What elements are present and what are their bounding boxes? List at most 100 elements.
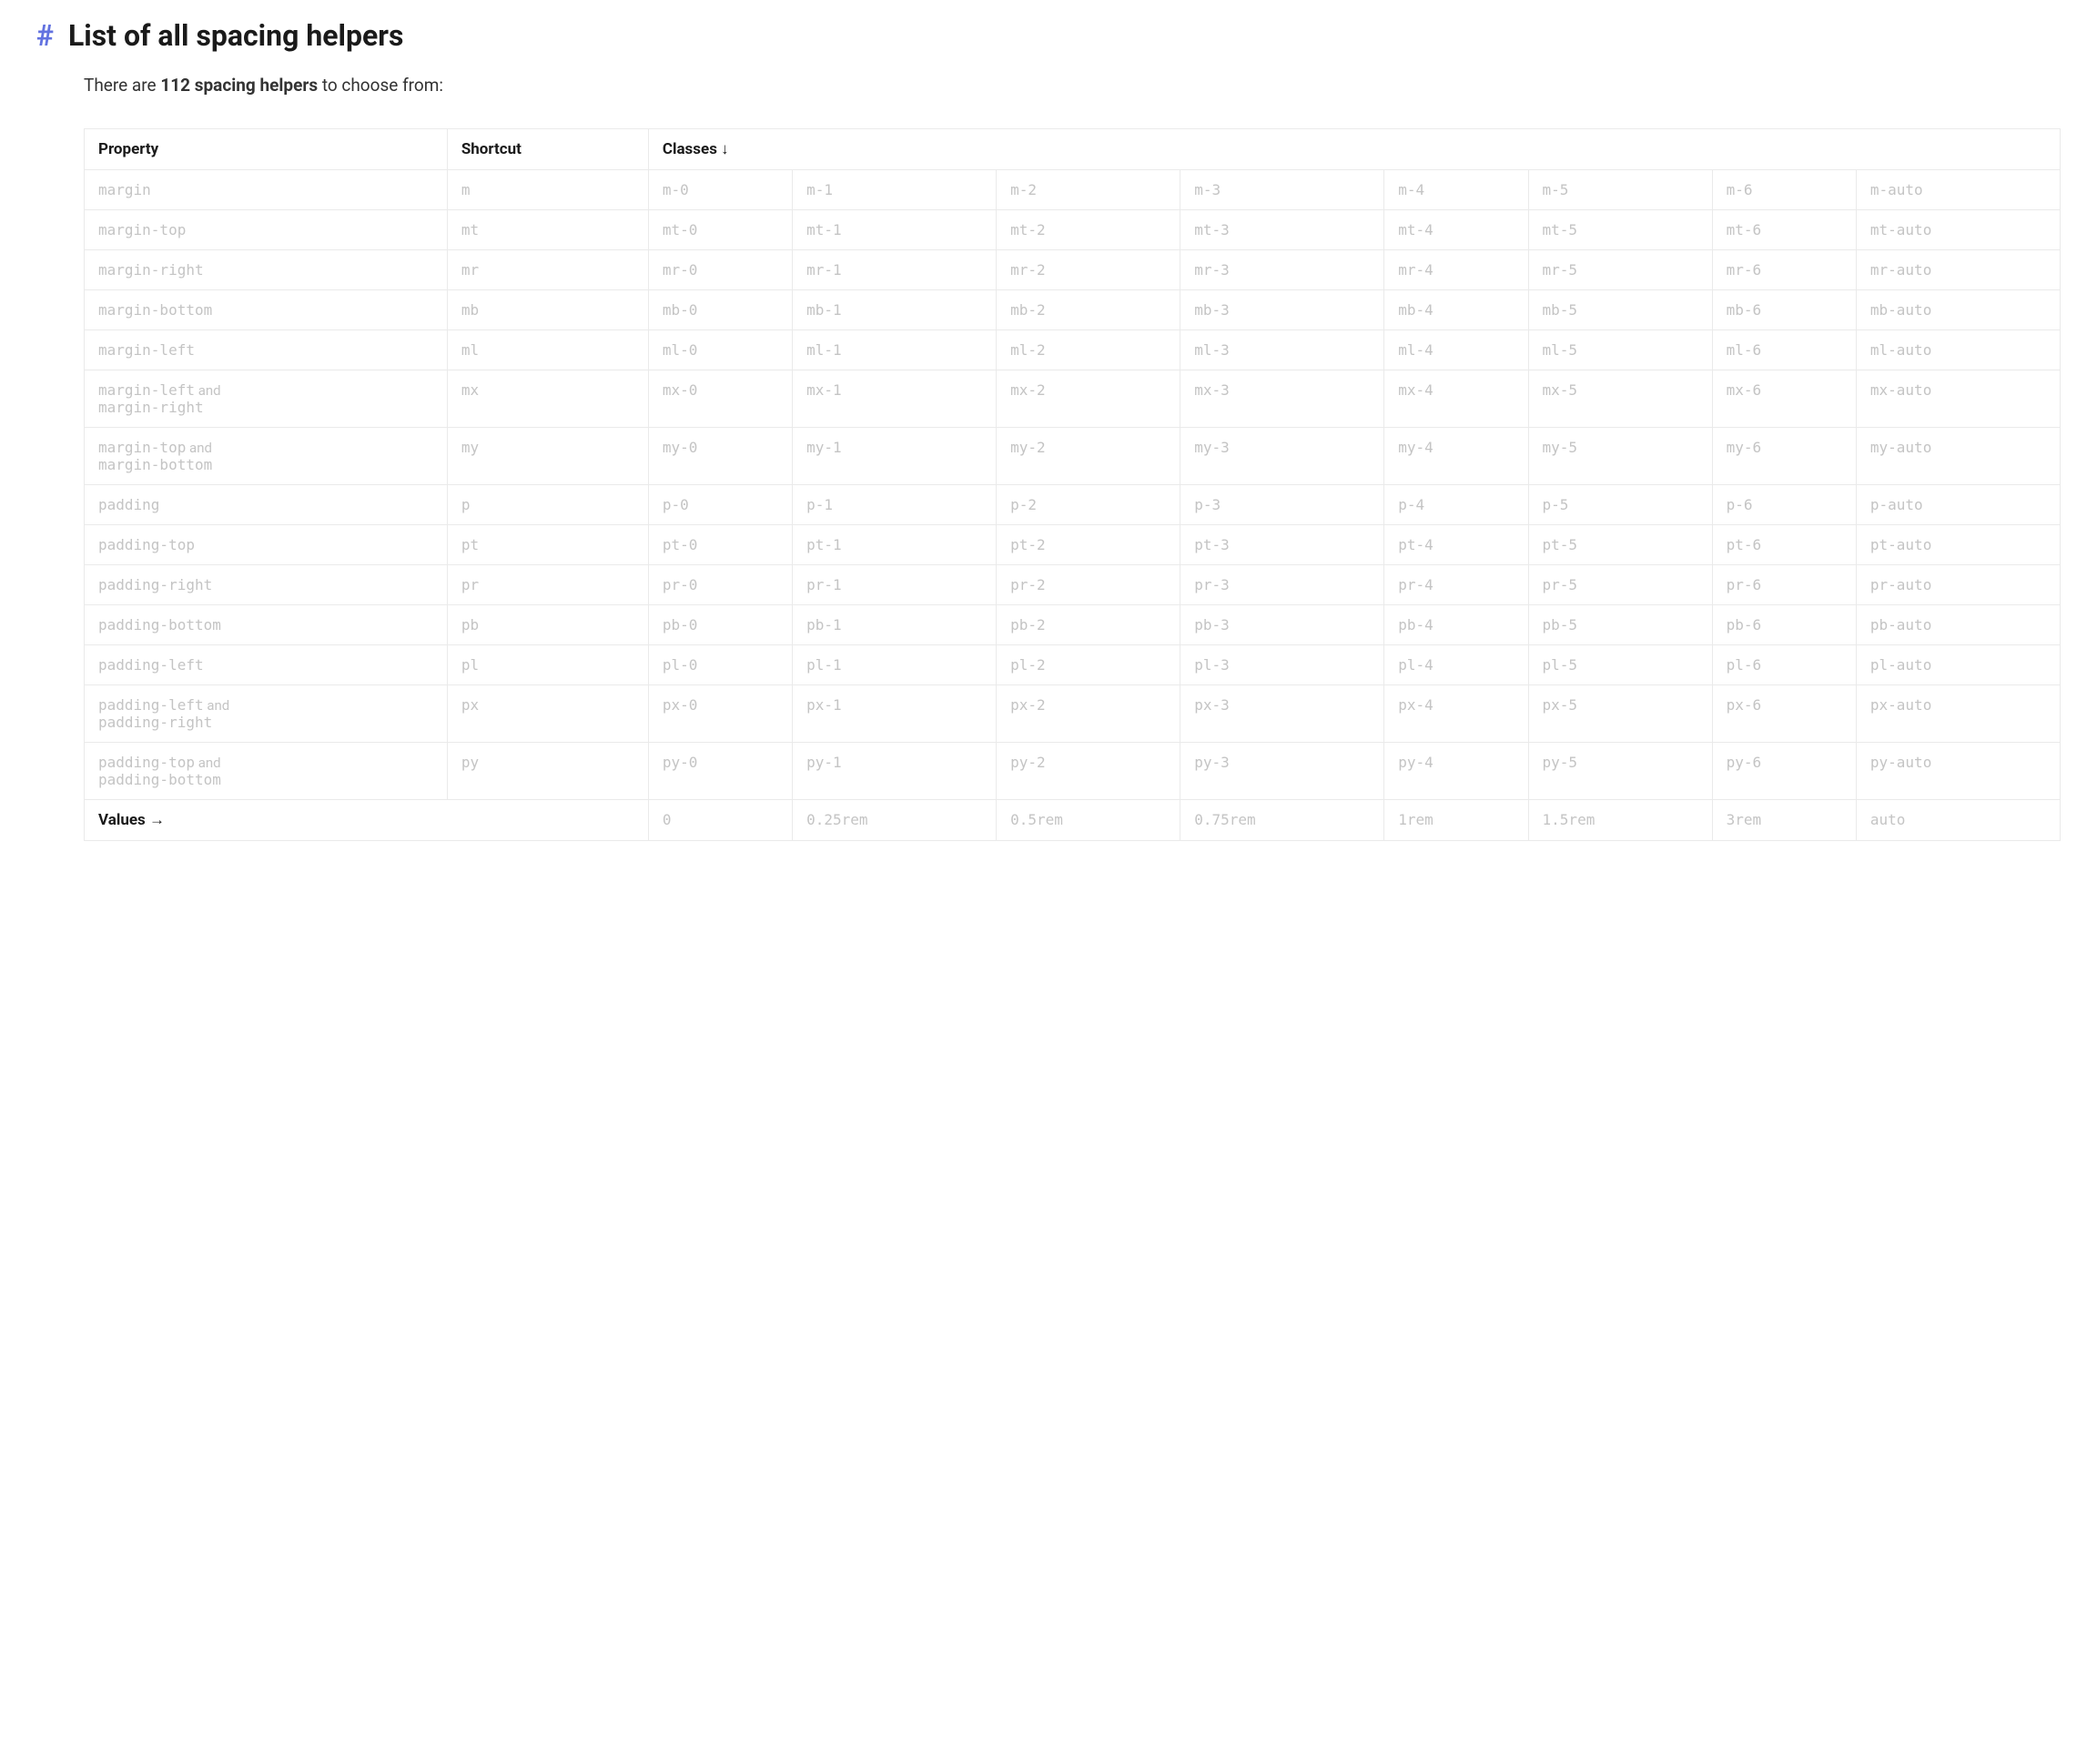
table-row: padding-top andpadding-bottompypy-0py-1p… xyxy=(85,743,2061,800)
class-cell: mx-5 xyxy=(1528,370,1712,428)
class-cell: pl-5 xyxy=(1528,645,1712,685)
shortcut-cell: pr xyxy=(447,565,648,605)
values-label: Values → xyxy=(85,800,649,841)
class-cell: mt-5 xyxy=(1528,210,1712,250)
class-cell: pt-3 xyxy=(1180,525,1384,565)
class-cell: ml-4 xyxy=(1384,330,1528,370)
class-cell: mt-2 xyxy=(997,210,1180,250)
table-row: paddingpp-0p-1p-2p-3p-4p-5p-6p-auto xyxy=(85,485,2061,525)
class-cell: pr-1 xyxy=(793,565,997,605)
class-cell: px-4 xyxy=(1384,685,1528,743)
class-cell: ml-1 xyxy=(793,330,997,370)
class-cell: px-5 xyxy=(1528,685,1712,743)
class-cell: mb-1 xyxy=(793,290,997,330)
class-cell: pl-1 xyxy=(793,645,997,685)
value-cell: 3rem xyxy=(1712,800,1856,841)
class-cell: p-5 xyxy=(1528,485,1712,525)
header-classes: Classes ↓ xyxy=(648,129,2060,170)
table-row: margin-left andmargin-rightmxmx-0mx-1mx-… xyxy=(85,370,2061,428)
class-cell: mx-3 xyxy=(1180,370,1384,428)
class-cell: pl-3 xyxy=(1180,645,1384,685)
class-cell: pt-4 xyxy=(1384,525,1528,565)
property-cell: margin-top xyxy=(85,210,448,250)
shortcut-cell: m xyxy=(447,170,648,210)
property-cell: padding-right xyxy=(85,565,448,605)
class-cell: pl-4 xyxy=(1384,645,1528,685)
class-cell: pr-5 xyxy=(1528,565,1712,605)
class-cell: py-0 xyxy=(648,743,792,800)
class-cell: p-auto xyxy=(1856,485,2060,525)
table-row: marginmm-0m-1m-2m-3m-4m-5m-6m-auto xyxy=(85,170,2061,210)
class-cell: p-2 xyxy=(997,485,1180,525)
class-cell: ml-6 xyxy=(1712,330,1856,370)
class-cell: my-5 xyxy=(1528,428,1712,485)
class-cell: px-0 xyxy=(648,685,792,743)
property-and: and xyxy=(186,440,212,456)
class-cell: pr-auto xyxy=(1856,565,2060,605)
shortcut-cell: ml xyxy=(447,330,648,370)
class-cell: p-4 xyxy=(1384,485,1528,525)
class-cell: py-6 xyxy=(1712,743,1856,800)
table-header-row: Property Shortcut Classes ↓ xyxy=(85,129,2061,170)
class-cell: my-4 xyxy=(1384,428,1528,485)
class-cell: pb-3 xyxy=(1180,605,1384,645)
class-cell: mx-0 xyxy=(648,370,792,428)
class-cell: mb-2 xyxy=(997,290,1180,330)
property-code: padding-bottom xyxy=(98,771,221,788)
class-cell: my-auto xyxy=(1856,428,2060,485)
class-cell: p-6 xyxy=(1712,485,1856,525)
property-cell: margin-right xyxy=(85,250,448,290)
class-cell: mt-0 xyxy=(648,210,792,250)
table-row: margin-top andmargin-bottommymy-0my-1my-… xyxy=(85,428,2061,485)
class-cell: pl-2 xyxy=(997,645,1180,685)
class-cell: pt-5 xyxy=(1528,525,1712,565)
class-cell: mb-auto xyxy=(1856,290,2060,330)
shortcut-cell: pl xyxy=(447,645,648,685)
table-row: padding-topptpt-0pt-1pt-2pt-3pt-4pt-5pt-… xyxy=(85,525,2061,565)
class-cell: pt-0 xyxy=(648,525,792,565)
property-cell: padding-left andpadding-right xyxy=(85,685,448,743)
class-cell: my-1 xyxy=(793,428,997,485)
class-cell: mt-auto xyxy=(1856,210,2060,250)
property-cell: margin-bottom xyxy=(85,290,448,330)
property-cell: margin-left andmargin-right xyxy=(85,370,448,428)
class-cell: mx-auto xyxy=(1856,370,2060,428)
value-cell: 1.5rem xyxy=(1528,800,1712,841)
class-cell: pb-1 xyxy=(793,605,997,645)
property-cell: margin xyxy=(85,170,448,210)
property-cell: padding-top xyxy=(85,525,448,565)
value-cell: 1rem xyxy=(1384,800,1528,841)
class-cell: px-auto xyxy=(1856,685,2060,743)
shortcut-cell: p xyxy=(447,485,648,525)
class-cell: my-3 xyxy=(1180,428,1384,485)
class-cell: mr-2 xyxy=(997,250,1180,290)
class-cell: p-3 xyxy=(1180,485,1384,525)
shortcut-cell: mt xyxy=(447,210,648,250)
class-cell: mr-auto xyxy=(1856,250,2060,290)
property-and: and xyxy=(195,382,221,399)
shortcut-cell: py xyxy=(447,743,648,800)
class-cell: pb-4 xyxy=(1384,605,1528,645)
class-cell: mr-0 xyxy=(648,250,792,290)
table-body: marginmm-0m-1m-2m-3m-4m-5m-6m-automargin… xyxy=(85,170,2061,841)
heading-anchor-hash[interactable]: # xyxy=(36,18,54,53)
table-row: margin-topmtmt-0mt-1mt-2mt-3mt-4mt-5mt-6… xyxy=(85,210,2061,250)
class-cell: p-0 xyxy=(648,485,792,525)
property-cell: padding-top andpadding-bottom xyxy=(85,743,448,800)
class-cell: pr-4 xyxy=(1384,565,1528,605)
class-cell: pr-2 xyxy=(997,565,1180,605)
property-cell: margin-left xyxy=(85,330,448,370)
property-cell: padding-left xyxy=(85,645,448,685)
shortcut-cell: pt xyxy=(447,525,648,565)
class-cell: pl-6 xyxy=(1712,645,1856,685)
shortcut-cell: pb xyxy=(447,605,648,645)
class-cell: mt-4 xyxy=(1384,210,1528,250)
class-cell: pt-2 xyxy=(997,525,1180,565)
class-cell: pr-3 xyxy=(1180,565,1384,605)
class-cell: mr-3 xyxy=(1180,250,1384,290)
class-cell: m-0 xyxy=(648,170,792,210)
class-cell: mt-3 xyxy=(1180,210,1384,250)
shortcut-cell: mx xyxy=(447,370,648,428)
class-cell: my-6 xyxy=(1712,428,1856,485)
class-cell: pt-1 xyxy=(793,525,997,565)
